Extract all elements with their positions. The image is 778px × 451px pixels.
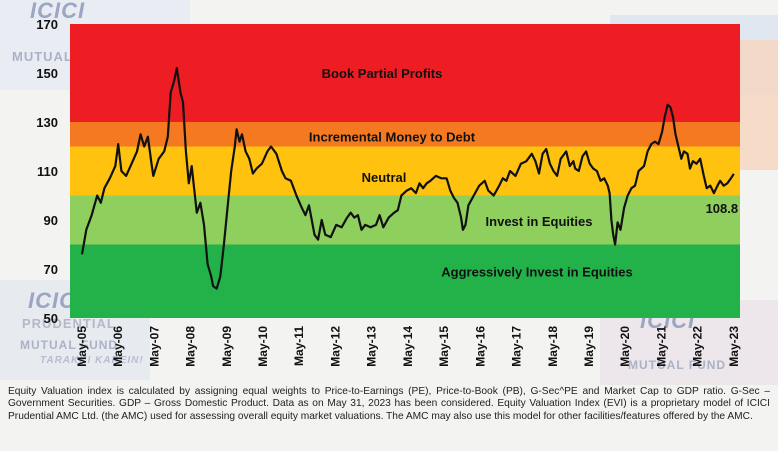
y-tick-label: 110: [37, 164, 58, 179]
x-tick-label: May-23: [727, 326, 741, 367]
zone-labels: Aggressively Invest in Equities Invest in…: [309, 66, 738, 279]
y-tick-label: 130: [36, 115, 58, 130]
x-tick-label: May-11: [292, 326, 306, 366]
y-axis: 50 70 90 110 130 150 170: [36, 17, 58, 326]
zone-band-0: [70, 244, 740, 318]
x-tick-label: May-15: [437, 326, 451, 367]
x-tick-label: May-07: [147, 326, 161, 367]
watermark-prudential-lower: PRUDENTIAL: [22, 316, 116, 331]
x-tick-label: May-05: [75, 326, 89, 367]
x-tick-label: May-18: [546, 326, 560, 367]
x-tick-label: May-08: [184, 326, 198, 367]
zone-band-3: [70, 122, 740, 147]
watermark-brand: ICICI: [30, 0, 86, 23]
x-tick-label: May-09: [220, 326, 234, 367]
x-tick-label: May-06: [111, 326, 125, 367]
x-axis: May-05 May-06 May-07 May-08 May-09 May-10 May-…: [75, 326, 741, 367]
footnote: Equity Valuation index is calculated by …: [8, 386, 770, 422]
zone-band-2: [70, 146, 740, 196]
x-tick-label: May-20: [618, 326, 632, 367]
x-tick-label: May-19: [582, 326, 596, 367]
x-tick-label: May-14: [401, 326, 415, 367]
series-line-0: [80, 67, 735, 290]
zone-band-1: [70, 195, 740, 245]
y-tick-label: 170: [36, 17, 58, 32]
y-tick-label: 90: [44, 213, 58, 228]
x-tick-label: May-12: [328, 326, 342, 367]
zone-band-4: [70, 24, 740, 122]
series-line-layer: [80, 67, 735, 290]
last-value-label: 108.8: [706, 201, 739, 216]
zone-label-3: Incremental Money to Debt: [309, 130, 476, 145]
x-tick-label: May-21: [654, 326, 668, 367]
valuation-zones: [70, 24, 740, 318]
watermark-mutual-lower: MUTUAL FUND: [20, 338, 119, 352]
y-tick-label: 50: [44, 311, 58, 326]
y-tick-label: 70: [44, 262, 58, 277]
zone-label-2: Neutral: [362, 170, 407, 185]
zone-label-0: Aggressively Invest in Equities: [441, 264, 632, 279]
x-tick-label: May-22: [691, 326, 705, 367]
zone-label-4: Book Partial Profits: [322, 66, 443, 81]
y-tick-label: 150: [36, 66, 58, 81]
x-tick-label: May-13: [365, 326, 379, 367]
x-tick-label: May-17: [510, 326, 524, 367]
zone-label-1: Invest in Equities: [486, 214, 593, 229]
x-tick-label: May-10: [256, 326, 270, 367]
watermark-tagline: TARAKKI KAREIN!: [40, 355, 144, 366]
watermark-mutual-right: MUTUAL FUND: [628, 358, 727, 372]
x-tick-label: May-16: [473, 326, 487, 367]
